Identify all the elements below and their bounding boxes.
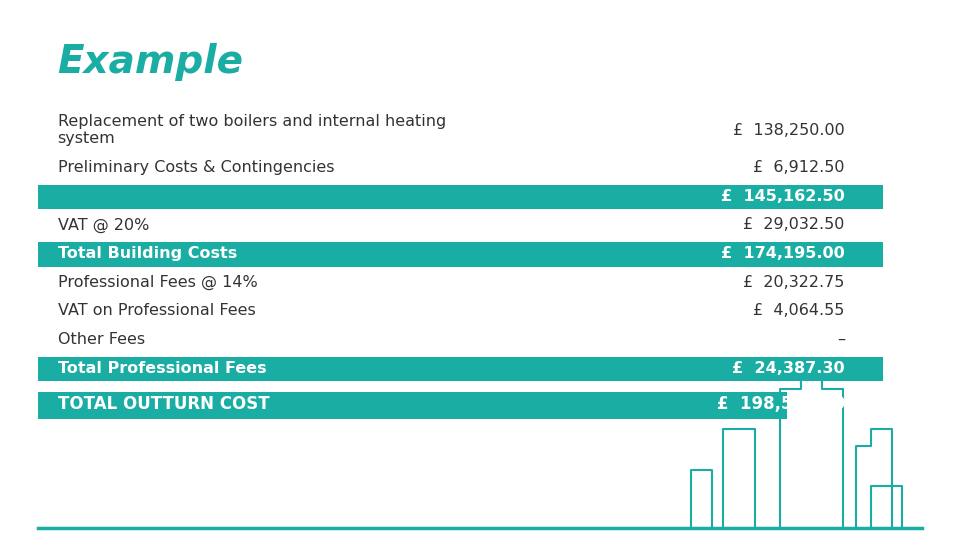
Text: £  24,387.30: £ 24,387.30 xyxy=(732,361,845,375)
Text: Other Fees: Other Fees xyxy=(58,332,145,347)
Text: £  20,322.75: £ 20,322.75 xyxy=(743,275,845,289)
Text: £  198,582.30: £ 198,582.30 xyxy=(717,395,845,414)
FancyBboxPatch shape xyxy=(38,392,787,418)
Text: Example: Example xyxy=(58,43,244,81)
Text: £  6,912.50: £ 6,912.50 xyxy=(754,160,845,175)
FancyBboxPatch shape xyxy=(38,242,883,267)
Text: £  138,250.00: £ 138,250.00 xyxy=(733,123,845,138)
Text: Total Building Costs: Total Building Costs xyxy=(58,246,237,261)
Text: –: – xyxy=(837,332,845,347)
Text: Replacement of two boilers and internal heating
system: Replacement of two boilers and internal … xyxy=(58,114,445,146)
Text: Professional Fees @ 14%: Professional Fees @ 14% xyxy=(58,275,257,290)
FancyBboxPatch shape xyxy=(38,185,883,210)
Text: VAT on Professional Fees: VAT on Professional Fees xyxy=(58,303,255,318)
Text: TOTAL OUTTURN COST: TOTAL OUTTURN COST xyxy=(58,395,269,414)
Text: £  4,064.55: £ 4,064.55 xyxy=(754,303,845,318)
Text: Preliminary Costs & Contingencies: Preliminary Costs & Contingencies xyxy=(58,160,334,175)
Text: £  29,032.50: £ 29,032.50 xyxy=(743,218,845,232)
Text: Total Professional Fees: Total Professional Fees xyxy=(58,361,266,375)
Text: £  145,162.50: £ 145,162.50 xyxy=(721,189,845,204)
Text: VAT @ 20%: VAT @ 20% xyxy=(58,218,149,233)
FancyBboxPatch shape xyxy=(38,357,883,381)
Text: £  174,195.00: £ 174,195.00 xyxy=(721,246,845,261)
